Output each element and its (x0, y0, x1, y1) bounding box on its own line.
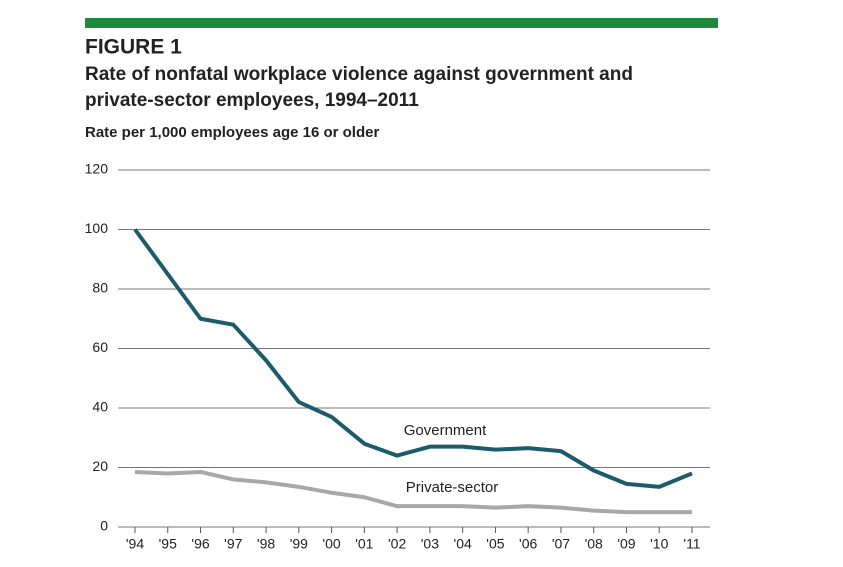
x-tick-label: '01 (355, 536, 373, 552)
x-tick-label: '03 (421, 536, 439, 552)
x-tick-label: '11 (683, 536, 700, 552)
accent-bar (85, 18, 718, 28)
chart-subtitle: Rate per 1,000 employees age 16 or older (85, 124, 379, 141)
x-tick-label: '02 (388, 536, 406, 552)
series-label: Government (404, 422, 487, 439)
x-tick-label: '05 (486, 536, 504, 552)
figure-label: FIGURE 1 (85, 36, 182, 59)
x-tick-label: '96 (191, 536, 209, 552)
x-tick-label: '99 (290, 536, 308, 552)
x-tick-label: '07 (552, 536, 570, 552)
chart-title: Rate of nonfatal workplace violence agai… (85, 64, 633, 111)
x-tick-label: '00 (322, 536, 340, 552)
series-label: Private-sector (406, 479, 499, 496)
series-line (133, 228, 693, 489)
x-tick-label: '95 (159, 536, 177, 552)
y-tick-label: 0 (100, 518, 108, 534)
series-line (134, 469, 692, 515)
y-tick-label: 20 (92, 458, 108, 474)
y-tick-label: 120 (85, 161, 109, 177)
x-tick-label: '08 (585, 536, 603, 552)
y-tick-label: 40 (92, 399, 108, 415)
x-tick-label: '06 (519, 536, 537, 552)
x-tick-label: '94 (126, 536, 144, 552)
y-tick-label: 100 (85, 220, 109, 236)
x-tick-label: '98 (257, 536, 275, 552)
x-tick-label: '97 (224, 536, 242, 552)
x-tick-label: '09 (617, 536, 635, 552)
y-tick-label: 60 (92, 339, 108, 355)
x-tick-label: '04 (454, 536, 472, 552)
x-tick-label: '10 (650, 536, 668, 552)
y-tick-label: 80 (92, 280, 108, 296)
